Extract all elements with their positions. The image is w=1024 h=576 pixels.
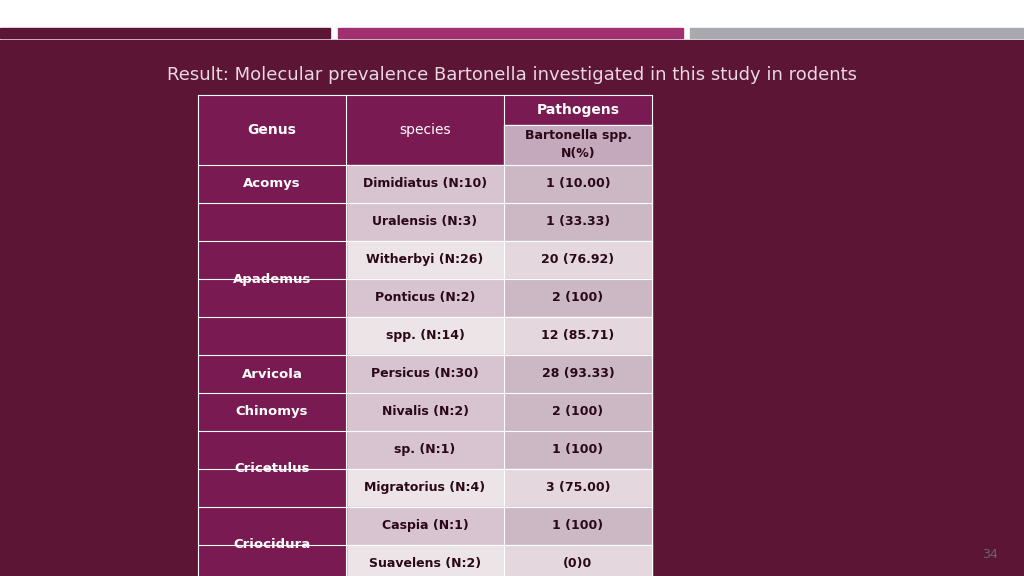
Bar (504, 95, 652, 125)
Text: Uralensis (N:3): Uralensis (N:3) (373, 215, 477, 229)
Text: spp. (N:14): spp. (N:14) (386, 329, 465, 343)
Text: Acomys: Acomys (243, 177, 301, 191)
Text: 1 (33.33): 1 (33.33) (546, 215, 610, 229)
Bar (346, 545, 504, 576)
Bar (504, 545, 652, 576)
Text: 2 (100): 2 (100) (552, 291, 603, 305)
Text: sp. (N:1): sp. (N:1) (394, 444, 456, 457)
Bar (346, 507, 504, 545)
Text: 20 (76.92): 20 (76.92) (542, 253, 614, 267)
Text: 12 (85.71): 12 (85.71) (542, 329, 614, 343)
Text: Cricetulus: Cricetulus (234, 463, 309, 476)
Text: Result: Molecular prevalence Bartonella investigated in this study in rodents: Result: Molecular prevalence Bartonella … (167, 66, 857, 84)
Bar (504, 165, 652, 203)
Bar (346, 431, 504, 469)
Bar (198, 507, 346, 576)
Bar (346, 279, 504, 317)
Text: (0)0: (0)0 (563, 558, 593, 570)
Text: Criocidura: Criocidura (233, 539, 310, 551)
Text: 1 (100): 1 (100) (552, 520, 603, 532)
Bar (346, 469, 504, 507)
Text: Ponticus (N:2): Ponticus (N:2) (375, 291, 475, 305)
Text: 1 (10.00): 1 (10.00) (546, 177, 610, 191)
Bar (504, 393, 652, 431)
Bar (346, 165, 504, 203)
Text: Persicus (N:30): Persicus (N:30) (371, 367, 479, 381)
Text: Nivalis (N:2): Nivalis (N:2) (382, 406, 469, 419)
Bar (0, 28, 330, 38)
Bar (198, 203, 346, 355)
Text: Bartonella spp.
N(%): Bartonella spp. N(%) (524, 130, 632, 161)
Bar (198, 393, 346, 431)
Text: Dimidiatus (N:10): Dimidiatus (N:10) (362, 177, 487, 191)
Bar (198, 95, 346, 165)
Text: Apademus: Apademus (232, 272, 311, 286)
Bar (690, 28, 1024, 38)
Bar (346, 393, 504, 431)
Bar (504, 203, 652, 241)
Bar (504, 279, 652, 317)
Text: Arvicola: Arvicola (242, 367, 302, 381)
Text: Genus: Genus (248, 123, 296, 137)
Text: Witherbyi (N:26): Witherbyi (N:26) (367, 253, 483, 267)
Text: Suavelens (N:2): Suavelens (N:2) (369, 558, 481, 570)
Text: Caspia (N:1): Caspia (N:1) (382, 520, 468, 532)
Bar (504, 317, 652, 355)
Bar (346, 241, 504, 279)
Bar (198, 431, 346, 507)
Bar (504, 431, 652, 469)
Bar (198, 165, 346, 203)
Text: 3 (75.00): 3 (75.00) (546, 482, 610, 495)
Bar (504, 125, 652, 165)
Text: 1 (100): 1 (100) (552, 444, 603, 457)
Text: Migratorius (N:4): Migratorius (N:4) (365, 482, 485, 495)
Bar (198, 355, 346, 393)
Bar (346, 317, 504, 355)
Text: 28 (93.33): 28 (93.33) (542, 367, 614, 381)
Bar (504, 355, 652, 393)
Bar (346, 355, 504, 393)
Text: species: species (399, 123, 451, 137)
Text: Pathogens: Pathogens (537, 103, 620, 117)
Bar (504, 241, 652, 279)
Bar (346, 95, 504, 165)
Bar (346, 203, 504, 241)
Text: 34: 34 (982, 548, 997, 562)
Text: Chinomys: Chinomys (236, 406, 308, 419)
Bar (504, 469, 652, 507)
Text: 2 (100): 2 (100) (552, 406, 603, 419)
Bar (338, 28, 683, 38)
Bar (504, 507, 652, 545)
